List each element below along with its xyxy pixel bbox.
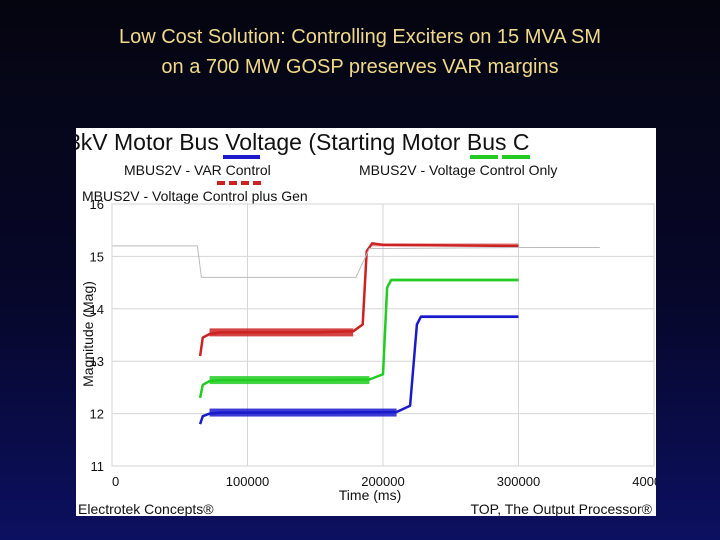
y-tick-label-5: 16 (90, 197, 104, 212)
x-axis-label: Time (ms) (339, 487, 401, 503)
x-tick-label-4: 400000 (632, 474, 656, 489)
x-tick-label-1: 100000 (226, 474, 269, 489)
series-line-3 (112, 245, 600, 278)
x-tick-label-2: 200000 (361, 474, 404, 489)
plot-area: 11 12 13 14 15 16 0 100000 200000 300000 400000 (90, 197, 656, 489)
series-upper-band-0 (420, 315, 519, 319)
x-tick-label-3: 300000 (497, 474, 540, 489)
y-axis-label: Magnitude (Mag) (80, 281, 96, 387)
legend-label-var-control: MBUS2V - VAR Control (124, 162, 271, 178)
slide-title-line-1: Low Cost Solution: Controlling Exciters … (118, 26, 602, 48)
footer-left: Electrotek Concepts® (78, 501, 214, 516)
slide-title: Low Cost Solution: Controlling Exciters … (0, 22, 720, 82)
series-band-2 (209, 328, 354, 337)
y-tick-label-2: 13 (90, 354, 104, 369)
legend-label-voltage-control-only: MBUS2V - Voltage Control Only (359, 162, 557, 178)
series-upper-band-1 (391, 278, 519, 282)
voltage-chart: 3kV Motor Bus Voltage (Starting Motor Bu… (76, 129, 656, 516)
x-tick-label-0: 0 (112, 474, 119, 489)
series-band-0 (209, 408, 397, 417)
y-tick-label-1: 12 (90, 407, 104, 422)
y-tick-label-3: 14 (90, 302, 104, 317)
series-upper-band-2 (372, 243, 519, 247)
slide-title-line-2: on a 700 MW GOSP preserves VAR margins (161, 56, 559, 78)
chart-title: 3kV Motor Bus Voltage (Starting Motor Bu… (76, 129, 529, 155)
chart-panel: 3kV Motor Bus Voltage (Starting Motor Bu… (76, 128, 656, 516)
footer-right: TOP, The Output Processor® (470, 501, 652, 516)
y-tick-label-0: 11 (91, 459, 105, 474)
legend-label-voltage-control-plus-gen: MBUS2V - Voltage Control plus Gen (82, 188, 308, 204)
legend: MBUS2V - VAR Control MBUS2V - Voltage Co… (82, 155, 557, 204)
series-band-1 (209, 376, 370, 385)
y-tick-label-4: 15 (90, 249, 104, 264)
